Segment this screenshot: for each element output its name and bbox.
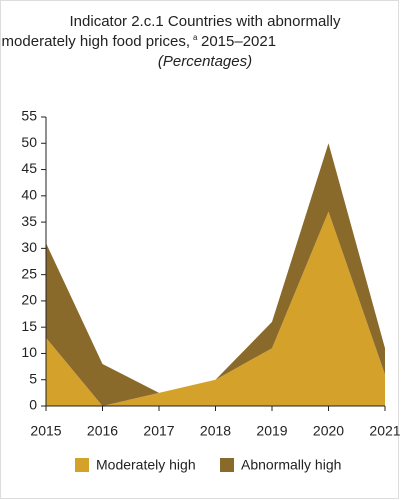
y-tick-label: 40: [21, 187, 37, 203]
legend-swatch: [220, 458, 234, 472]
legend-label: Moderately high: [96, 457, 196, 473]
y-tick-label: 0: [29, 397, 37, 413]
title-years: 2015–2021: [201, 33, 276, 50]
y-tick-label: 55: [21, 108, 37, 124]
chart-title: Indicator 2.c.1 Countries with abnormall…: [70, 13, 341, 30]
x-tick-label: 2020: [313, 423, 344, 439]
y-tick-label: 20: [21, 292, 37, 308]
y-tick-label: 50: [21, 134, 37, 150]
x-tick-label: 2019: [256, 423, 287, 439]
y-tick-label: 5: [29, 370, 37, 386]
x-tick-label: 2021: [369, 423, 400, 439]
chart-title: or moderately high food prices,: [0, 33, 190, 50]
subtitle: (Percentages): [158, 53, 252, 70]
x-tick-label: 2018: [200, 423, 231, 439]
y-tick-label: 35: [21, 213, 37, 229]
y-tick-label: 15: [21, 318, 37, 334]
x-tick-label: 2016: [87, 423, 118, 439]
y-tick-label: 25: [21, 265, 37, 281]
x-tick-label: 2015: [30, 423, 61, 439]
title-note: a: [193, 33, 198, 42]
y-tick-label: 45: [21, 160, 37, 176]
x-tick-label: 2017: [143, 423, 174, 439]
y-tick-label: 10: [21, 344, 37, 360]
legend-swatch: [75, 458, 89, 472]
legend-label: Abnormally high: [241, 457, 341, 473]
y-tick-label: 30: [21, 239, 37, 255]
area: [46, 211, 385, 406]
